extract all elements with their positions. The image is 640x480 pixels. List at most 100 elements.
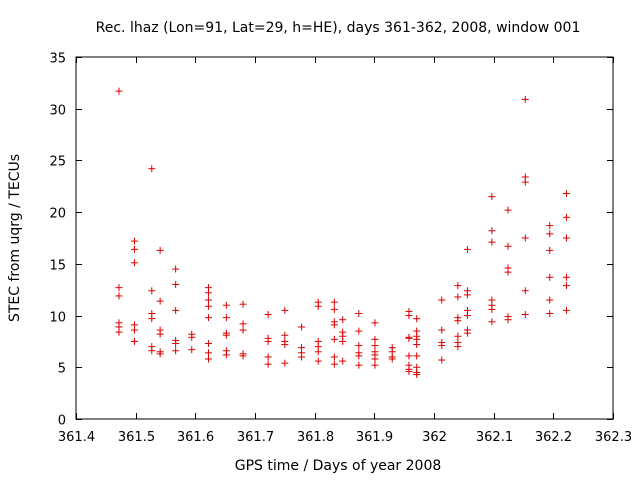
data-point [130,259,138,267]
y-axis-label: STEC from uqrg / TECUs [7,154,23,322]
data-point [562,234,570,242]
data-point [521,95,529,103]
data-point [405,352,413,360]
data-point [546,296,554,304]
data-point [488,193,496,201]
data-point [298,353,306,361]
data-point [204,296,212,304]
data-point [463,245,471,253]
y-tick-label: 0 [58,414,66,429]
y-tick-label: 25 [49,155,66,170]
data-point [188,346,196,354]
data-point [504,268,512,276]
plot-frame [75,56,614,420]
data-point [546,230,554,238]
data-point [454,343,462,351]
data-point [298,323,306,331]
x-tick-label: 361.8 [297,430,334,445]
data-point [438,342,446,350]
data-point [413,341,421,349]
data-point [388,355,396,363]
data-point [488,238,496,246]
data-point [339,316,347,324]
data-point [438,296,446,304]
data-point [355,352,363,360]
data-point [438,356,446,364]
data-point [204,302,212,310]
data-point [355,310,363,318]
data-point [562,213,570,221]
data-point [130,337,138,345]
data-point [463,291,471,299]
data-point [371,335,379,343]
data-point [546,310,554,318]
data-point [504,206,512,214]
data-point [371,319,379,327]
data-point [521,287,529,295]
data-point [463,329,471,337]
data-point [562,282,570,290]
data-point [148,347,156,355]
data-point [463,312,471,320]
x-tick-label: 362.2 [535,430,572,445]
data-point [339,357,347,365]
data-point [405,312,413,320]
data-point [330,353,338,361]
data-point [562,190,570,198]
data-point [172,306,180,314]
x-tick-label: 361.7 [237,430,274,445]
data-point [281,341,289,349]
data-point [130,245,138,253]
data-point [156,297,164,305]
data-point [130,237,138,245]
data-point [413,352,421,360]
data-point [314,302,322,310]
data-point [239,320,247,328]
data-point [115,328,123,336]
data-point [222,351,230,359]
data-point [546,273,554,281]
data-point [148,287,156,295]
data-point [264,311,272,319]
data-point [413,371,421,379]
data-point [204,289,212,297]
data-point [204,355,212,363]
data-point [264,360,272,368]
data-point [264,353,272,361]
chart-title: Rec. lhaz (Lon=91, Lat=29, h=HE), days 3… [96,20,581,36]
data-points [115,87,570,379]
data-point [546,222,554,230]
data-point [156,246,164,254]
data-point [222,314,230,322]
data-point [172,281,180,289]
x-tick-label: 362.1 [476,430,513,445]
data-point [454,293,462,301]
data-point [330,305,338,313]
y-tick-label: 5 [58,362,66,377]
data-point [239,326,247,334]
data-point [355,342,363,350]
y-tick-label: 20 [49,207,66,222]
data-point [115,292,123,300]
x-tick-label: 362.3 [595,430,632,445]
data-point [488,305,496,313]
data-point [405,334,413,342]
y-tick-label: 35 [49,52,66,67]
data-point [204,349,212,357]
data-point [330,360,338,368]
data-point [330,298,338,306]
data-point [562,273,570,281]
data-point [504,316,512,324]
data-point [222,301,230,309]
data-point [172,347,180,355]
data-point [521,234,529,242]
data-point [488,318,496,326]
data-point [281,331,289,339]
data-point [488,227,496,235]
data-point [239,352,247,360]
data-point [521,178,529,186]
data-point [454,332,462,340]
data-point [115,87,123,95]
data-point [204,339,212,347]
